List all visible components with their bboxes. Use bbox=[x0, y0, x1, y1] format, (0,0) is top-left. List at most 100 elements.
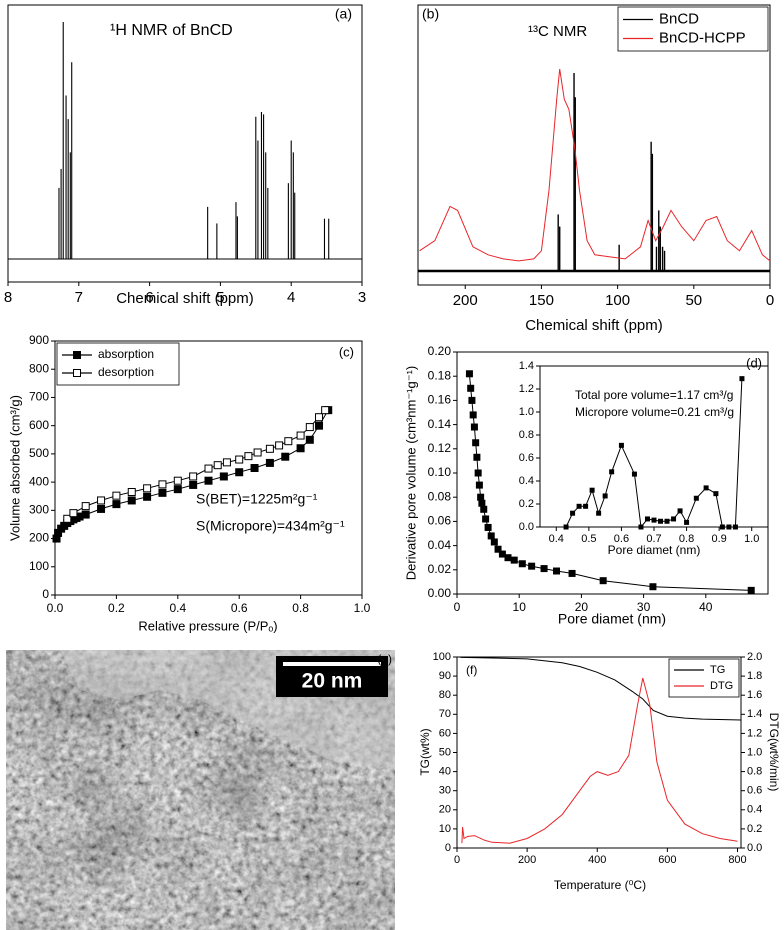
data-marker bbox=[173, 485, 182, 494]
data-marker bbox=[315, 421, 324, 430]
legend-marker bbox=[73, 351, 81, 359]
data-marker bbox=[219, 472, 228, 481]
x-tick-label: 0.2 bbox=[108, 601, 125, 615]
scale-bar-label: 20 nm bbox=[302, 670, 363, 693]
legend-label: desorption bbox=[98, 365, 154, 379]
y-tick-label: 1.0 bbox=[519, 406, 534, 418]
panel-label: (c) bbox=[339, 344, 354, 359]
panel-title: ¹H NMR of BnCD bbox=[110, 22, 233, 39]
y-tick-label: 0.14 bbox=[428, 417, 452, 431]
y-tick-label: 0.18 bbox=[428, 368, 452, 382]
x-tick-label: 0 bbox=[454, 854, 460, 866]
y2-tick-label: 1.0 bbox=[747, 746, 762, 758]
legend-label: TG bbox=[710, 664, 725, 676]
data-marker bbox=[618, 442, 624, 448]
annotation: S(Micropore)=434m²g⁻¹ bbox=[196, 518, 345, 534]
x-tick-label: 0 bbox=[766, 292, 774, 309]
legend-label: BnCD-HCPP bbox=[659, 29, 746, 46]
data-marker bbox=[658, 518, 664, 524]
data-marker bbox=[235, 468, 244, 477]
data-marker bbox=[719, 524, 725, 530]
y-tick-label: 0.02 bbox=[428, 562, 452, 576]
data-marker bbox=[631, 471, 637, 477]
data-marker bbox=[204, 476, 213, 485]
x-axis-label: Pore diamet (nm) bbox=[558, 611, 666, 627]
y-tick-label: 700 bbox=[29, 390, 49, 404]
data-marker bbox=[484, 523, 492, 531]
annotation: Micropore volume=0.21 cm³/g bbox=[575, 405, 734, 419]
x-tick-label: 5 bbox=[216, 289, 224, 306]
y-tick-label: 0 bbox=[42, 587, 49, 601]
data-marker bbox=[81, 502, 90, 511]
x-tick-label: 0.6 bbox=[231, 601, 248, 615]
data-marker bbox=[470, 423, 478, 431]
y2-tick-label: 2.0 bbox=[747, 651, 762, 663]
data-marker bbox=[487, 532, 495, 540]
data-marker bbox=[321, 406, 330, 415]
y-tick-label: 0.08 bbox=[428, 489, 452, 503]
data-marker bbox=[244, 452, 253, 461]
y-tick-label: 0.2 bbox=[519, 498, 534, 510]
y-tick-label: 800 bbox=[29, 361, 49, 375]
data-marker bbox=[504, 554, 512, 562]
data-marker bbox=[296, 444, 305, 453]
data-marker bbox=[739, 376, 745, 382]
series-line bbox=[468, 373, 752, 591]
y2-axis-label: DTG(wt%/min) bbox=[767, 713, 781, 792]
y-tick-label: 40 bbox=[439, 766, 451, 778]
y-tick-label: 200 bbox=[29, 531, 49, 545]
data-marker bbox=[747, 586, 755, 594]
series-line bbox=[460, 656, 742, 721]
data-marker bbox=[649, 583, 657, 591]
y2-tick-label: 0.4 bbox=[747, 804, 762, 816]
data-marker bbox=[265, 444, 274, 453]
y2-tick-label: 0.6 bbox=[747, 785, 762, 797]
x-tick-label: 0.4 bbox=[169, 601, 186, 615]
y-tick-label: 0.00 bbox=[428, 586, 452, 600]
x-axis-label: Chemical shift (ppm) bbox=[116, 290, 254, 307]
panel-label: (d) bbox=[746, 355, 762, 370]
data-marker bbox=[482, 515, 490, 523]
x-tick-label: 150 bbox=[529, 292, 554, 309]
data-marker bbox=[143, 484, 152, 493]
data-marker bbox=[684, 519, 690, 525]
data-marker bbox=[480, 505, 488, 513]
data-marker bbox=[638, 524, 644, 530]
x-tick-label: 0.8 bbox=[679, 533, 694, 545]
data-marker bbox=[473, 453, 481, 461]
y-tick-label: 60 bbox=[439, 727, 451, 739]
data-marker bbox=[671, 516, 677, 522]
x-tick-label: 600 bbox=[658, 854, 676, 866]
data-marker bbox=[644, 516, 650, 522]
y-tick-label: 0.10 bbox=[428, 465, 452, 479]
data-marker bbox=[296, 431, 305, 440]
x-tick-label: 4 bbox=[287, 289, 295, 306]
data-marker bbox=[204, 464, 213, 473]
y-tick-label: 600 bbox=[29, 418, 49, 432]
legend-label: absorption bbox=[98, 347, 154, 361]
data-marker bbox=[583, 503, 589, 509]
y-axis-label: Derivative pore volume (cm³nm⁻¹g⁻¹) bbox=[403, 366, 418, 581]
data-marker bbox=[589, 487, 595, 493]
data-marker bbox=[599, 577, 607, 585]
data-marker bbox=[693, 495, 699, 501]
y2-tick-label: 0.8 bbox=[747, 766, 762, 778]
annotation: Total pore volume=1.17 cm³/g bbox=[575, 388, 733, 402]
data-marker bbox=[713, 491, 719, 497]
data-marker bbox=[213, 461, 222, 470]
y-tick-label: 0.20 bbox=[428, 344, 452, 358]
y-tick-label: 30 bbox=[439, 785, 451, 797]
data-marker bbox=[189, 480, 198, 489]
y2-tick-label: 1.4 bbox=[747, 708, 762, 720]
x-tick-label: 6 bbox=[145, 289, 153, 306]
data-marker bbox=[540, 565, 548, 573]
data-marker bbox=[253, 448, 262, 457]
y-tick-label: 0.04 bbox=[428, 538, 452, 552]
data-marker bbox=[651, 517, 657, 523]
y-axis-label: Volume absorbed (cm³/g) bbox=[7, 395, 22, 541]
y-tick-label: 0.12 bbox=[428, 441, 452, 455]
series-line bbox=[461, 677, 738, 844]
x-tick-label: 0.5 bbox=[581, 533, 596, 545]
data-marker bbox=[97, 504, 106, 513]
x-tick-label: 8 bbox=[4, 289, 12, 306]
